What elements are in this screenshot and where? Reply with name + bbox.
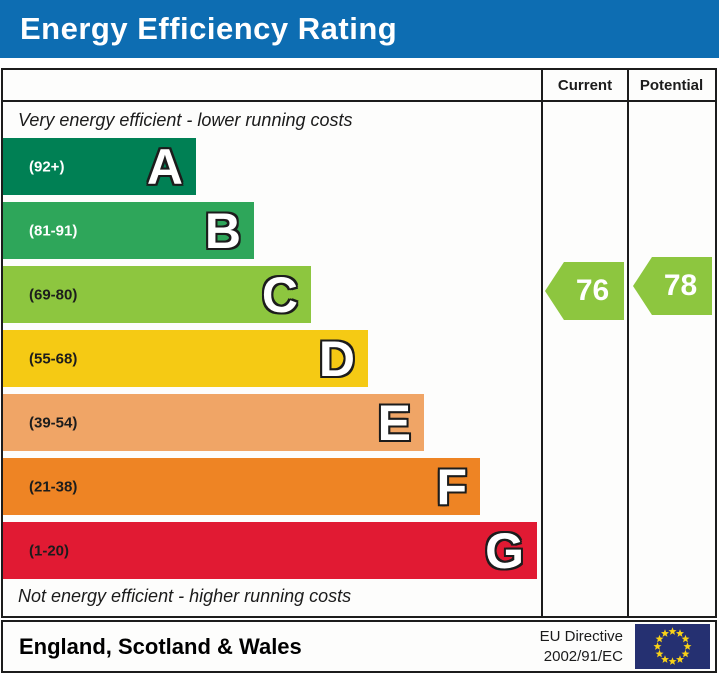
band-b: (81-91) B — [3, 202, 254, 259]
band-d: (55-68) D — [3, 330, 368, 387]
band-letter: A — [146, 138, 183, 195]
page-title: Energy Efficiency Rating — [20, 11, 398, 46]
header-row-divider — [3, 100, 715, 102]
eu-flag-icon — [635, 624, 710, 669]
band-range-label: (92+) — [29, 158, 65, 175]
band-range-label: (69-80) — [29, 286, 78, 303]
band-letter: B — [204, 202, 241, 259]
column-divider-current — [541, 70, 543, 616]
current-rating-value: 76 — [575, 274, 610, 307]
footer-bar: England, Scotland & Wales EU Directive 2… — [1, 620, 717, 673]
column-header-potential: Potential — [639, 76, 704, 94]
top-caption: Very energy efficient - lower running co… — [18, 110, 353, 130]
band-range-label: (21-38) — [29, 478, 78, 495]
page-title-bar: Energy Efficiency Rating — [0, 0, 719, 58]
rating-table: Current Potential Very energy efficient … — [1, 68, 717, 618]
region-label: England, Scotland & Wales — [19, 633, 302, 659]
bottom-caption: Not energy efficient - higher running co… — [18, 586, 352, 606]
band-letter: F — [436, 458, 467, 515]
eu-directive-label: EU Directive 2002/91/EC — [539, 628, 623, 665]
band-a: (92+) A — [3, 138, 196, 195]
band-range-label: (39-54) — [29, 414, 78, 431]
band-range-label: (55-68) — [29, 350, 78, 367]
column-divider-potential — [627, 70, 629, 616]
band-f: (21-38) F — [3, 458, 480, 515]
band-letter: E — [377, 394, 411, 451]
band-c: (69-80) C — [3, 266, 311, 323]
band-g: (1-20) G — [3, 522, 537, 579]
band-e: (39-54) E — [3, 394, 424, 451]
band-letter: C — [261, 266, 298, 323]
band-range-label: (81-91) — [29, 222, 78, 239]
band-range-label: (1-20) — [29, 542, 70, 559]
potential-rating-value: 78 — [663, 269, 698, 302]
current-rating-arrow: 76 — [545, 262, 624, 320]
column-header-current: Current — [557, 76, 613, 94]
potential-rating-arrow: 78 — [633, 257, 712, 315]
band-letter: G — [485, 522, 524, 579]
band-letter: D — [318, 330, 355, 387]
